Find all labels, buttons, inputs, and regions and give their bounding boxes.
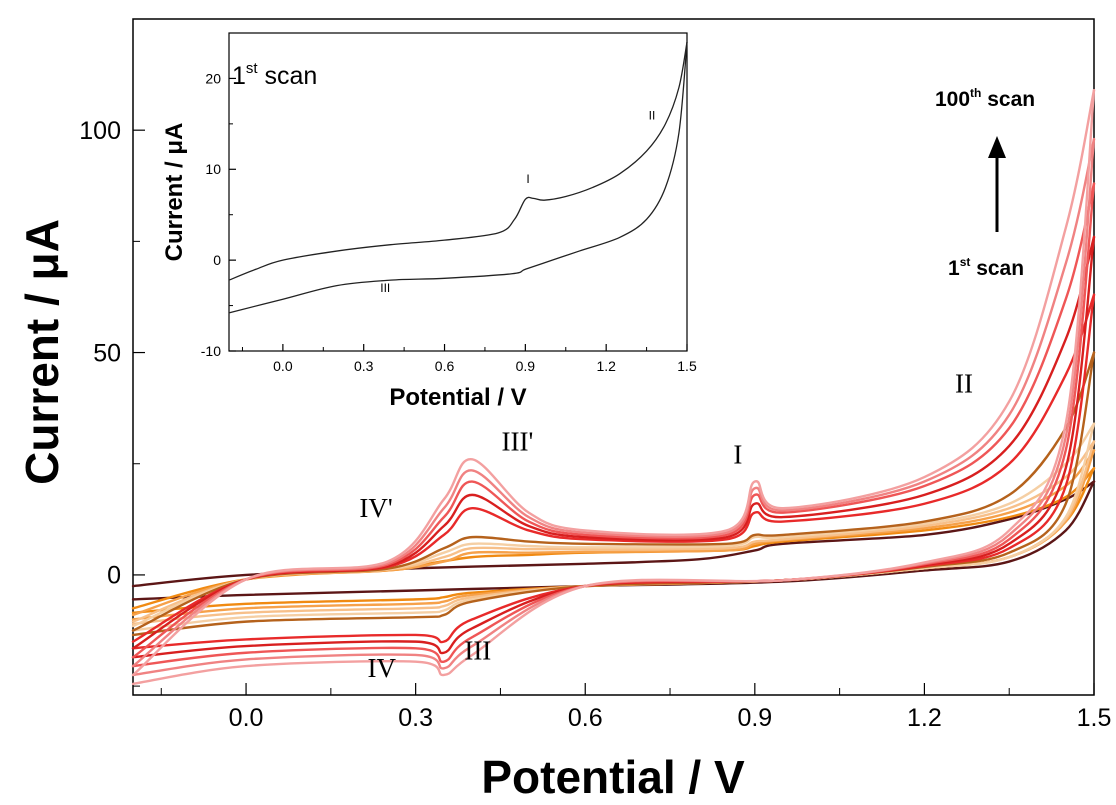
x-tick-label: 0.6 [568,704,603,732]
peak-label: IV' [359,493,392,523]
peak-label: II [955,369,973,399]
inset-scan-label-sup: st [246,60,259,77]
x-tick-label: 0.3 [354,358,374,374]
x-tick-label: 1.5 [1077,704,1112,732]
cv-curve-cathodic [131,351,1096,637]
y-tick-label: 100 [79,117,121,145]
cv-curve-anodic [228,41,688,281]
scan-label-bottom-rest: scan [970,257,1024,280]
inset-scan-label-rest: scan [258,62,318,90]
x-tick-label: 0.9 [516,358,536,374]
cv-curve-anodic [131,88,1096,677]
x-tick-label: 0.0 [273,358,293,374]
inset-ticks: 0.0 0.3 0.6 0.9 1.2 1.5 -10 0 10 20 [201,32,697,374]
inset-series-group [228,41,688,314]
peak-label: III [380,281,390,295]
y-tick-label: 20 [205,70,221,86]
scan-label-bottom-base: 1 [948,257,960,280]
scan-label-top-sup: th [970,86,981,100]
x-tick-label: 0.3 [398,704,433,732]
y-tick-label: 0 [213,252,221,268]
inset-y-axis-title: Current / μA [161,123,188,262]
inset-scan-label: 1st scan [232,60,317,90]
main-y-axis-title: Current / μA [16,219,68,485]
inset-scan-label-base: 1 [232,62,246,90]
scan-label-top-rest: scan [981,88,1035,111]
x-tick-label: 1.5 [677,358,697,374]
cv-curve-cathodic [228,41,688,314]
y-tick-label: 10 [205,161,221,177]
x-tick-label: 0.0 [229,704,264,732]
scan-direction-arrow-head [988,136,1006,158]
x-tick-label: 1.2 [907,704,942,732]
x-tick-label: 0.9 [737,704,772,732]
peak-label: II [649,108,656,122]
y-tick-label: 0 [107,562,121,590]
scan-label-top-base: 100 [935,88,970,111]
peak-label: IV [367,653,396,683]
inset-background [229,33,687,351]
cv-curve-cathodic [131,88,1096,686]
main-x-axis-title: Potential / V [481,751,745,800]
scan-label-bottom: 1st scan [948,255,1024,280]
main-series-group [131,88,1096,686]
peak-label: III' [501,426,533,456]
inset-plot-frame [228,32,688,352]
peak-label: I [526,172,529,186]
scan-label-top: 100th scan [935,86,1035,111]
x-tick-label: 0.6 [435,358,455,374]
y-tick-label: -10 [201,343,221,359]
peak-label: III [464,635,491,665]
x-tick-label: 1.2 [596,358,616,374]
peak-label: I [733,440,742,470]
cv-curve-anodic [131,351,1096,632]
y-tick-label: 50 [93,339,121,367]
inset-x-axis-title: Potential / V [389,384,526,411]
cv-curve-anodic [131,137,1096,668]
scan-label-bottom-sup: st [960,255,971,269]
scan-direction-annotation: 100th scan 1st scan [935,86,1035,280]
